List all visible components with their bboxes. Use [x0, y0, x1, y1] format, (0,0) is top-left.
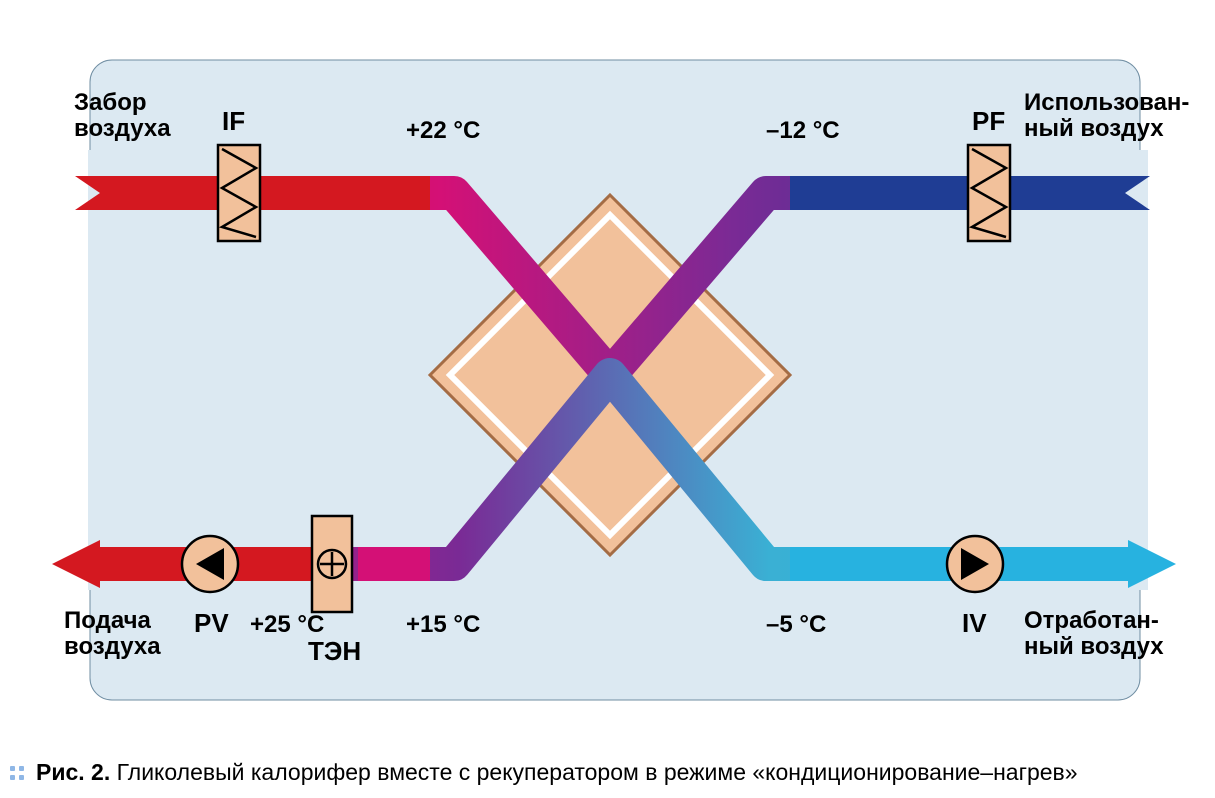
temp-plus22: +22 °C — [406, 117, 480, 144]
label-IF: IF — [222, 106, 245, 136]
label-IV: IV — [962, 608, 987, 638]
label-PV: PV — [194, 608, 229, 638]
diagram-svg: Забор воздуха Использован- ный воздух По… — [0, 0, 1215, 735]
temp-plus15: +15 °C — [406, 611, 480, 638]
label-supply-l2: воздуха — [64, 633, 161, 660]
label-used-l2: ный воздух — [1024, 115, 1164, 142]
label-intake-l2: воздуха — [74, 115, 171, 142]
temp-plus25: +25 °C — [250, 611, 324, 638]
filter-PF — [968, 145, 1010, 241]
label-supply-l1: Подача — [64, 607, 152, 634]
temp-minus5: –5 °C — [766, 611, 826, 638]
fan-IV — [947, 536, 1003, 592]
filter-IF — [218, 145, 260, 241]
caption-rest: Гликолевый калорифер вместе с рекуперато… — [110, 759, 1077, 785]
page: Забор воздуха Использован- ный воздух По… — [0, 0, 1215, 798]
label-exhaust-l1: Отработан- — [1024, 607, 1159, 634]
caption-text: Рис. 2. Гликолевый калорифер вместе с ре… — [36, 759, 1078, 786]
caption-bold: Рис. 2. — [36, 759, 110, 785]
label-TEN: ТЭН — [308, 636, 361, 666]
supply-arrowhead — [52, 540, 100, 588]
label-PF: PF — [972, 106, 1005, 136]
temp-minus12: –12 °C — [766, 117, 840, 144]
label-used-l1: Использован- — [1024, 89, 1189, 116]
figure-caption: Рис. 2. Гликолевый калорифер вместе с ре… — [0, 747, 1088, 798]
heater-TEN — [312, 516, 352, 612]
caption-dots-icon — [10, 766, 24, 780]
label-intake-l1: Забор — [74, 89, 147, 116]
fan-PV — [182, 536, 238, 592]
label-exhaust-l2: ный воздух — [1024, 633, 1164, 660]
exhaust-arrowhead — [1128, 540, 1176, 588]
